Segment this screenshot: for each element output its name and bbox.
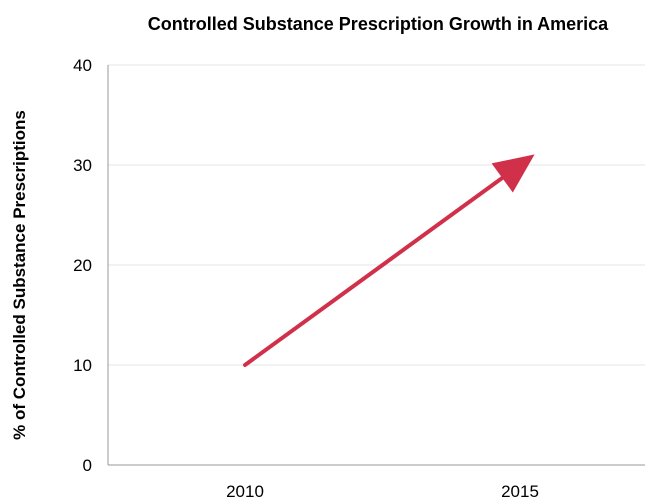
x-tick-labels: 2010 2015: [226, 482, 539, 500]
y-tick-label: 0: [83, 456, 92, 475]
y-tick-label: 20: [73, 256, 92, 275]
chart-title: Controlled Substance Prescription Growth…: [148, 14, 609, 34]
x-tick-label: 2015: [501, 482, 539, 500]
y-axis-label: % of Controlled Substance Prescriptions: [10, 110, 29, 440]
arrow-head: [491, 154, 535, 193]
series: [243, 154, 535, 367]
grid-lines: [108, 64, 645, 366]
y-tick-labels: 0 10 20 30 40: [73, 56, 92, 475]
arrow-line: [243, 173, 508, 367]
y-tick-label: 40: [73, 56, 92, 75]
y-tick-label: 30: [73, 156, 92, 175]
x-tick-label: 2010: [226, 482, 264, 500]
y-tick-label: 10: [73, 356, 92, 375]
